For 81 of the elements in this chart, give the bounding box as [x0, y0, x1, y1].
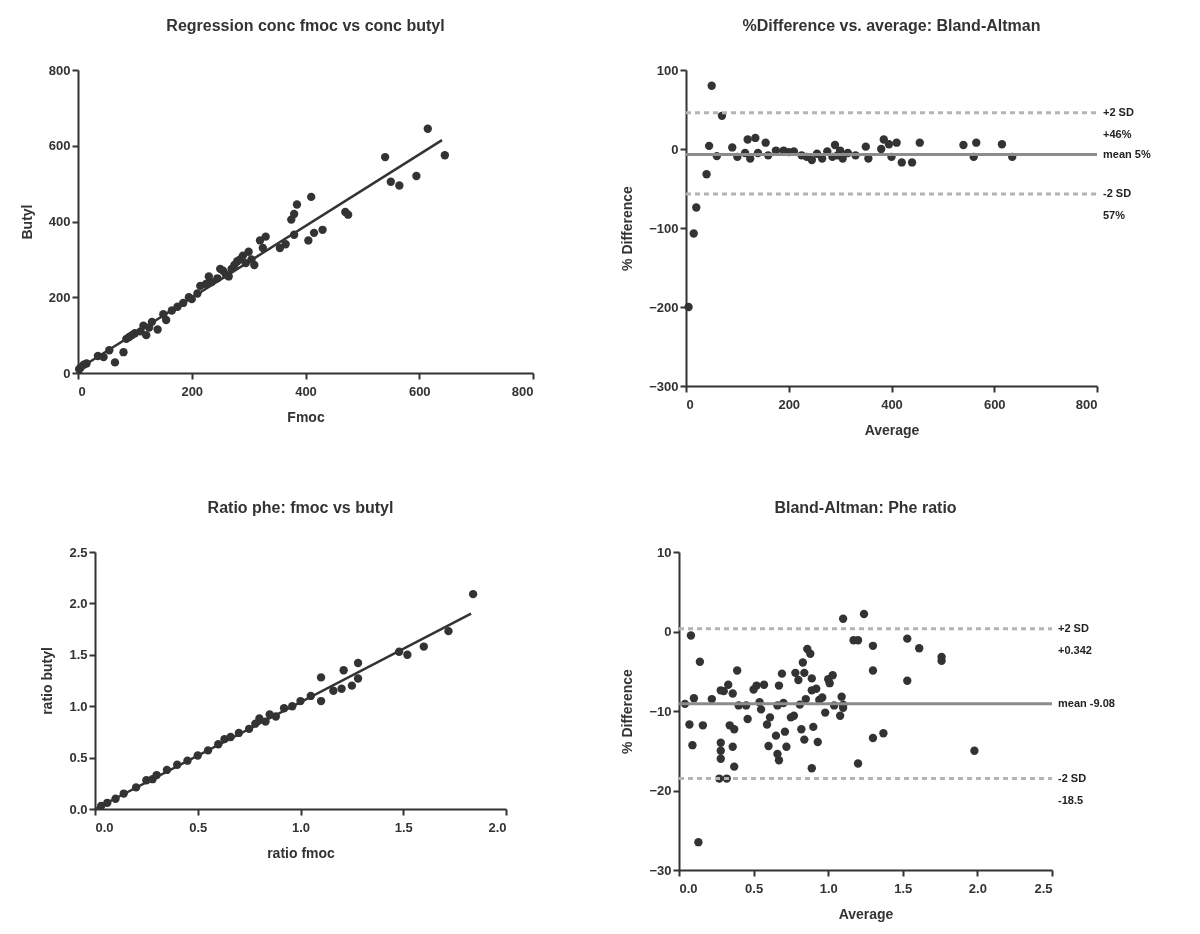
- point: [707, 81, 716, 90]
- ref-line-label: +2 SD +0.342: [1058, 621, 1092, 656]
- point: [761, 138, 770, 147]
- point: [807, 155, 817, 165]
- y-tick-label: 2.5: [69, 544, 88, 560]
- point: [897, 158, 906, 167]
- point: [915, 138, 924, 147]
- y-tick-label: −30: [649, 862, 672, 878]
- ref-line-label: -2 SD -18.5: [1058, 771, 1087, 806]
- point: [997, 140, 1007, 149]
- y-tick-label: −10: [649, 703, 672, 719]
- point: [704, 141, 714, 151]
- x-tick-label: 400: [881, 396, 903, 412]
- y-tick-label: 0: [664, 624, 672, 639]
- point: [959, 140, 968, 150]
- ref-line-label: mean -9.08: [1058, 696, 1115, 709]
- y-tick-label: 1.0: [69, 698, 88, 714]
- y-tick-label: −300: [649, 378, 679, 394]
- point: [879, 135, 888, 144]
- x-tick-label: 0.0: [95, 819, 114, 835]
- point: [684, 302, 693, 312]
- x-axis-title: Fmoc: [287, 408, 325, 425]
- chart-title: %Difference vs. average: Bland-Altman: [742, 17, 1041, 34]
- y-tick-label: 200: [48, 289, 71, 305]
- x-tick-label: 1.5: [894, 880, 913, 896]
- y-tick-label: 1.5: [69, 647, 88, 663]
- point: [743, 135, 752, 144]
- y-axis-title: ratio butyl: [39, 647, 56, 715]
- y-axis-title: Butyl: [18, 204, 35, 240]
- point: [877, 144, 886, 154]
- point: [702, 170, 711, 179]
- y-axis-title: % Difference: [619, 668, 636, 754]
- y-tick-label: −100: [649, 220, 679, 236]
- x-tick-label: 1.0: [819, 880, 838, 896]
- y-tick-label: 0.0: [69, 801, 88, 817]
- point: [751, 133, 760, 143]
- x-axis-title: Average: [864, 421, 920, 438]
- x-axis-title: ratio fmoc: [267, 844, 336, 861]
- point: [884, 140, 894, 149]
- x-tick-label: 0.5: [745, 880, 764, 896]
- x-tick-label: 600: [408, 383, 431, 399]
- ref-line-label: mean 5%: [1103, 147, 1151, 160]
- x-tick-label: 600: [983, 396, 1006, 412]
- x-tick-label: 0.0: [679, 880, 698, 896]
- x-axis-title: Average: [838, 905, 894, 922]
- x-tick-label: 2.0: [488, 819, 507, 835]
- x-tick-label: 800: [1075, 396, 1098, 412]
- point: [692, 203, 701, 212]
- y-tick-label: 0: [63, 365, 71, 381]
- x-tick-label: 1.0: [291, 819, 311, 835]
- y-tick-label: 0: [671, 141, 679, 157]
- point: [728, 143, 737, 152]
- x-tick-label: 2.5: [1034, 880, 1053, 896]
- x-tick-label: 1.5: [394, 819, 413, 835]
- y-tick-label: 100: [656, 62, 679, 78]
- y-tick-label: 10: [657, 544, 672, 560]
- x-tick-label: 200: [181, 383, 204, 399]
- x-tick-label: 800: [511, 383, 534, 399]
- x-tick-label: 0.5: [189, 819, 208, 835]
- point: [689, 229, 698, 238]
- point: [861, 142, 870, 151]
- chart-title: Bland-Altman: Phe ratio: [774, 499, 957, 516]
- y-tick-label: 0.5: [69, 750, 88, 766]
- x-tick-label: 2.0: [968, 880, 987, 896]
- point: [907, 158, 917, 167]
- x-tick-label: 400: [295, 383, 317, 399]
- point: [830, 140, 840, 150]
- point: [892, 138, 901, 147]
- ref-line-label: -2 SD 57%: [1103, 187, 1132, 222]
- y-tick-label: 2.0: [69, 595, 88, 611]
- y-axis-title: % Difference: [619, 185, 636, 271]
- chart-title: Ratio phe: fmoc vs butyl: [207, 499, 394, 516]
- y-tick-label: 600: [48, 138, 71, 154]
- y-tick-label: 400: [48, 214, 71, 229]
- chart-title: Regression conc fmoc vs conc butyl: [166, 17, 445, 34]
- x-tick-label: 200: [778, 396, 801, 412]
- y-tick-label: 800: [48, 62, 71, 78]
- y-tick-label: −200: [649, 299, 679, 315]
- point: [972, 138, 981, 147]
- y-tick-label: −20: [649, 783, 672, 798]
- x-tick-label: 0: [686, 396, 694, 412]
